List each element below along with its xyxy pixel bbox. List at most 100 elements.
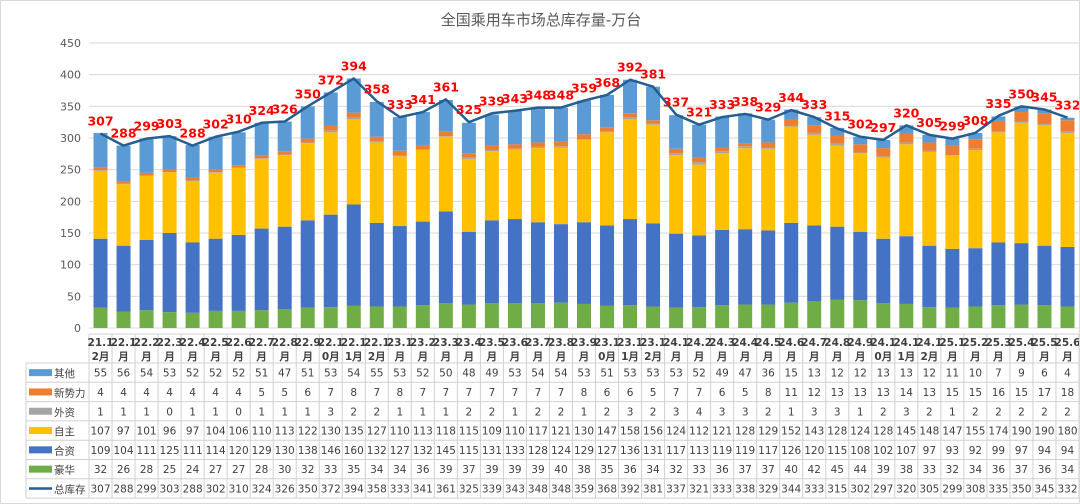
table-cell: 303 <box>160 483 180 495</box>
legend-label: 合资 <box>54 444 75 457</box>
table-cell: 368 <box>597 483 617 495</box>
table-cell: 130 <box>321 426 341 438</box>
table-header-category: 23.8 月 <box>548 337 574 363</box>
table-header-category: 24.6 月 <box>778 337 804 363</box>
table-cell: 34 <box>969 464 983 476</box>
total-data-label: 315 <box>824 109 850 124</box>
table-cell: 10 <box>969 368 982 380</box>
table-cell: 155 <box>965 426 985 438</box>
table-cell: 359 <box>574 483 594 495</box>
bar-自主 <box>968 150 983 249</box>
table-cell: 1 <box>143 406 150 418</box>
bar-新势力 <box>715 147 730 152</box>
table-header-category: 22.1 月 <box>111 337 137 363</box>
table-cell: 101 <box>137 426 157 438</box>
bar-其他 <box>277 121 292 152</box>
table-cell: 127 <box>390 445 410 457</box>
bar-外资 <box>1037 124 1052 126</box>
bar-外资 <box>116 183 131 185</box>
table-cell: 310 <box>229 483 249 495</box>
bar-新势力 <box>369 136 384 142</box>
bar-合资 <box>415 221 430 306</box>
table-cell: 97 <box>923 445 936 457</box>
table-cell: 344 <box>781 483 801 495</box>
table-cell: 34 <box>393 464 407 476</box>
bar-外资 <box>991 131 1006 133</box>
bar-其他 <box>346 78 361 113</box>
bar-合资 <box>738 229 753 305</box>
bar-外资 <box>623 117 638 119</box>
legend-swatch-外资 <box>29 407 52 415</box>
table-header-category: 25.3 月 <box>985 337 1011 363</box>
bar-外资 <box>346 117 361 119</box>
table-cell: 130 <box>275 445 295 457</box>
bar-其他 <box>1014 106 1029 113</box>
table-cell: 36 <box>992 464 1006 476</box>
bar-新势力 <box>853 144 868 153</box>
table-cell: 129 <box>758 426 778 438</box>
table-cell: 109 <box>482 426 502 438</box>
table-header-category: 24.7 月 <box>801 337 827 363</box>
bar-其他 <box>208 136 223 170</box>
bar-豪华 <box>461 304 476 328</box>
table-cell: 4 <box>143 387 150 399</box>
table-cell: 17 <box>1038 387 1051 399</box>
bar-其他 <box>507 110 522 145</box>
table-cell: 27 <box>232 464 245 476</box>
table-cell: 94 <box>1061 445 1075 457</box>
table-cell: 38 <box>577 464 590 476</box>
table-cell: 125 <box>160 445 180 457</box>
bar-合资 <box>530 222 545 304</box>
bar-合资 <box>553 224 568 303</box>
table-header-category: 25.2 月 <box>962 337 988 363</box>
y-tick-label: 0 <box>74 322 81 335</box>
table-cell: 36 <box>761 368 775 380</box>
bar-外资 <box>553 146 568 148</box>
bar-自主 <box>761 148 776 231</box>
bar-自主 <box>93 170 108 239</box>
bar-外资 <box>899 142 914 145</box>
table-cell: 35 <box>347 464 360 476</box>
total-data-label: 343 <box>502 91 528 106</box>
bar-豪华 <box>784 302 799 328</box>
bar-豪华 <box>692 307 707 328</box>
bar-合资 <box>139 239 154 311</box>
bar-合资 <box>830 226 845 300</box>
table-cell: 350 <box>298 483 318 495</box>
table-cell: 332 <box>1057 483 1077 495</box>
bar-其他 <box>162 136 177 170</box>
bar-新势力 <box>830 135 845 144</box>
table-cell: 117 <box>666 445 686 457</box>
bar-外资 <box>807 132 822 135</box>
bar-合资 <box>715 229 730 306</box>
table-cell: 112 <box>689 426 709 438</box>
table-cell: 299 <box>137 483 157 495</box>
total-data-label: 307 <box>87 114 113 129</box>
table-cell: 52 <box>209 368 222 380</box>
table-cell: 115 <box>459 426 479 438</box>
table-cell: 2 <box>604 406 611 418</box>
bar-自主 <box>600 132 615 226</box>
table-cell: 26 <box>117 464 131 476</box>
bar-自主 <box>484 151 499 221</box>
bar-新势力 <box>231 165 246 168</box>
y-tick-label: 50 <box>67 290 81 303</box>
table-cell: 3 <box>673 406 680 418</box>
table-cell: 129 <box>252 445 272 457</box>
bar-自主 <box>899 144 914 237</box>
table-cell: 324 <box>252 483 272 495</box>
total-data-label: 303 <box>157 116 183 131</box>
table-cell: 329 <box>758 483 778 495</box>
bar-新势力 <box>208 169 223 173</box>
table-cell: 348 <box>528 483 548 495</box>
table-cell: 120 <box>804 445 824 457</box>
table-cell: 8 <box>350 387 357 399</box>
table-cell: 2 <box>1064 406 1071 418</box>
table-cell: 333 <box>390 483 410 495</box>
bar-自主 <box>784 126 799 223</box>
table-cell: 1 <box>581 406 588 418</box>
bar-新势力 <box>784 119 799 126</box>
bar-豪华 <box>899 303 914 328</box>
table-cell: 39 <box>485 464 498 476</box>
bar-其他 <box>807 117 822 126</box>
